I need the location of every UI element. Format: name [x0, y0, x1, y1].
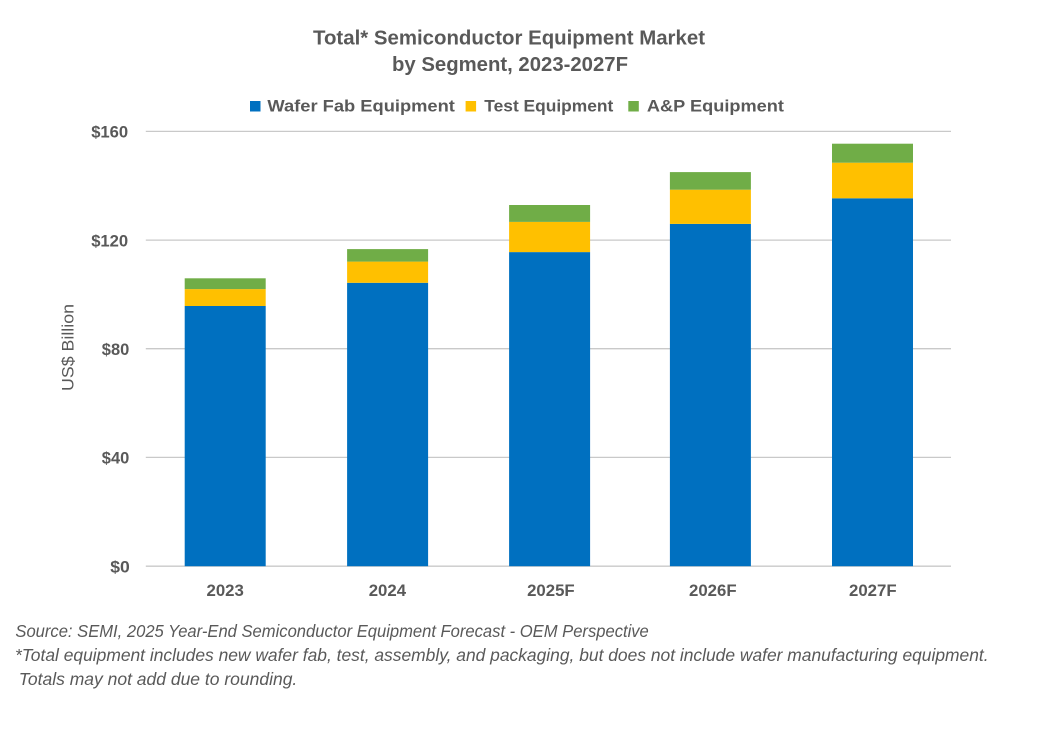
svg-text:A&P Equipment: A&P Equipment [647, 96, 784, 115]
svg-text:Total* Semiconductor Equipment: Total* Semiconductor Equipment Market [313, 28, 705, 50]
svg-text:Wafer Fab Equipment: Wafer Fab Equipment [267, 96, 455, 115]
svg-text:$40: $40 [102, 449, 130, 468]
svg-text:US$ Billion: US$ Billion [59, 304, 78, 391]
svg-text:2026F: 2026F [689, 581, 737, 600]
svg-text:2024: 2024 [369, 581, 407, 600]
svg-text:*Total equipment includes new: *Total equipment includes new wafer fab,… [15, 645, 989, 665]
svg-text:2027F: 2027F [849, 581, 897, 600]
svg-text:$120: $120 [91, 231, 128, 250]
svg-text:$160: $160 [91, 123, 128, 142]
svg-text:Source: SEMI, 2025 Year-End Se: Source: SEMI, 2025 Year-End Semiconducto… [15, 621, 649, 641]
svg-text:Test Equipment: Test Equipment [484, 96, 613, 115]
svg-text:by Segment, 2023-2027F: by Segment, 2023-2027F [392, 54, 628, 76]
svg-text:$80: $80 [102, 340, 130, 359]
svg-text:2025F: 2025F [527, 581, 575, 600]
svg-text:$0: $0 [110, 557, 130, 576]
svg-text:2023: 2023 [207, 581, 244, 600]
svg-text:Totals may not add due to roun: Totals may not add due to rounding. [19, 669, 298, 689]
